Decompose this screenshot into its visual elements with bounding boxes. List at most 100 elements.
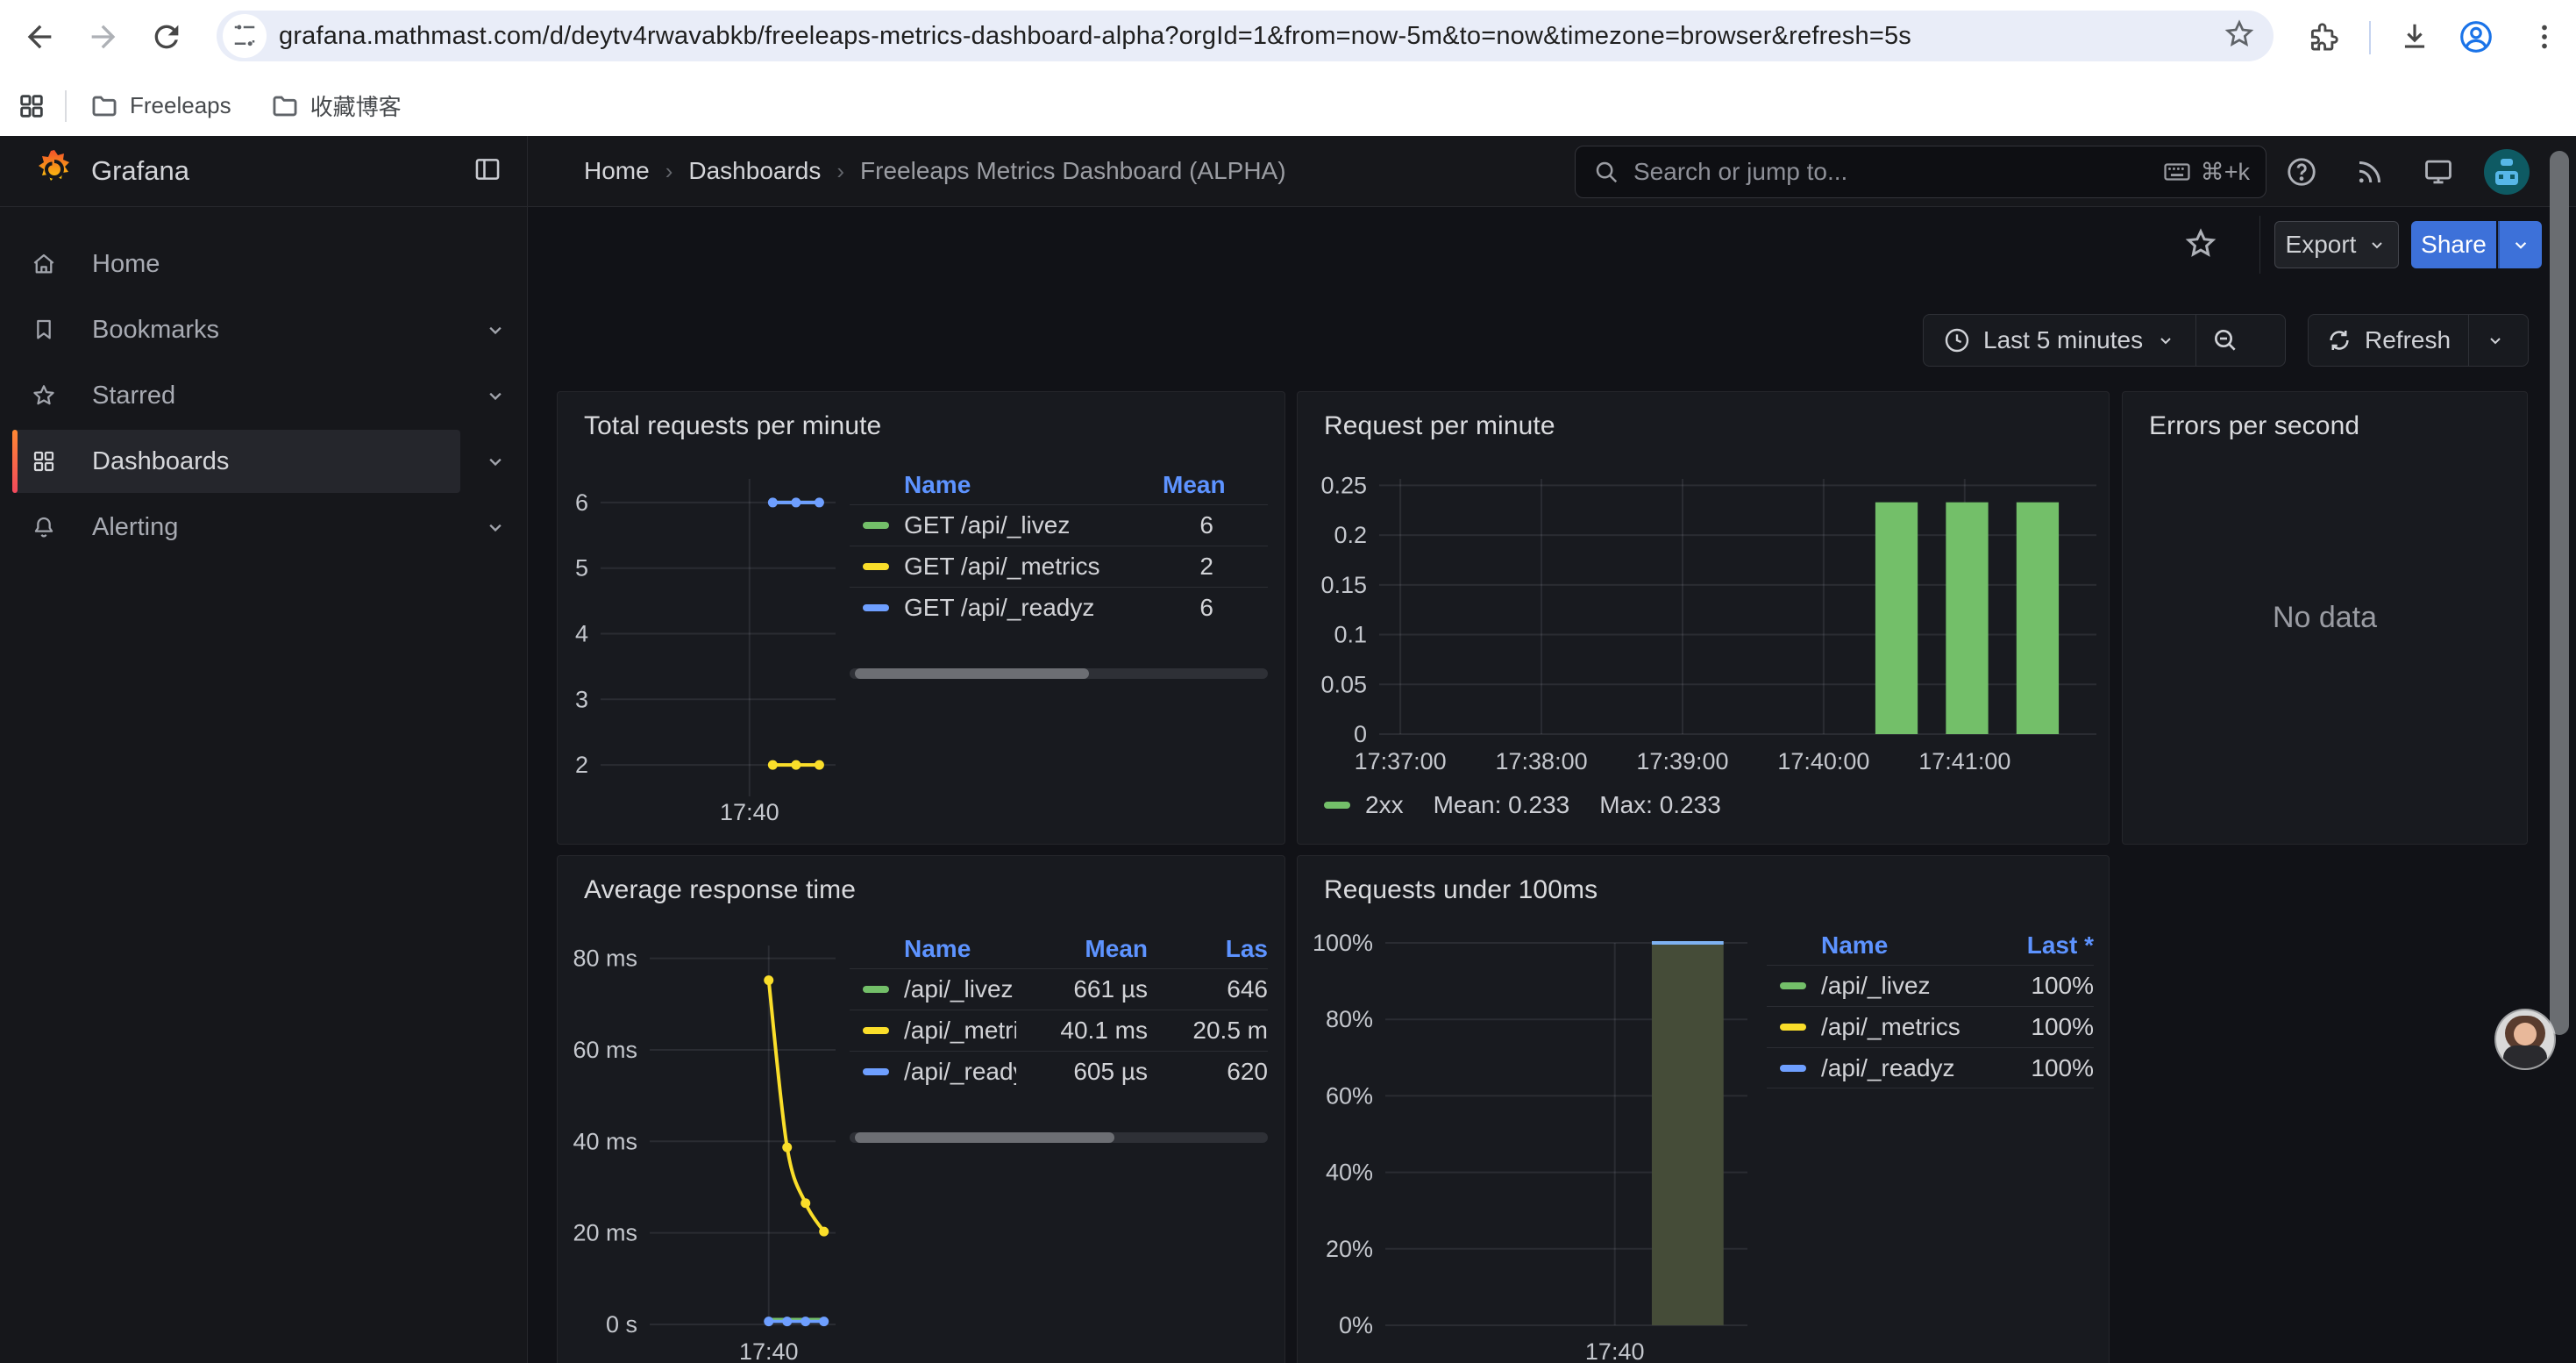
sidebar-collapse-icon[interactable] [473,154,502,189]
floating-avatar[interactable] [2496,1010,2554,1068]
time-range-picker[interactable]: Last 5 minutes [1924,315,2195,366]
chevron-down-icon[interactable] [483,449,508,474]
keyboard-icon [2164,163,2190,181]
panel-total-requests[interactable]: Total requests per minute 2 3 4 5 6 17:40 Nam… [557,391,1285,845]
breadcrumb-separator: › [665,157,673,184]
profile-icon[interactable] [2455,16,2497,58]
monitor-icon[interactable] [2415,148,2462,196]
back-icon[interactable] [18,16,60,58]
svg-text:17:40:00: 17:40:00 [1777,748,1869,774]
series-value: 100% [2031,972,2094,999]
refresh-button[interactable]: Refresh [2309,315,2468,366]
export-button[interactable]: Export [2274,221,2399,268]
sidebar-nav: Home Bookmarks Starred Dashboards Alerting [0,207,528,1363]
sidebar-item-bookmarks[interactable]: Bookmarks [0,298,527,361]
bell-icon [34,517,53,538]
address-bar[interactable]: grafana.mathmast.com/d/deytv4rwavabkb/fr… [217,11,2274,61]
legend-scrollbar[interactable] [850,1132,1268,1143]
sidebar-item-home[interactable]: Home [0,232,527,296]
sidebar-item-alerting[interactable]: Alerting [0,496,527,559]
share-menu-button[interactable] [2498,221,2542,268]
panel-avg-response-time[interactable]: Average response time 0 s 20 ms 40 ms 60 ms… [557,855,1285,1363]
series-name: /api/_readyz [904,1058,1016,1085]
series-value: 6 [1199,594,1213,621]
rss-icon[interactable] [2346,148,2394,196]
grid-icon [33,451,54,472]
sidebar-item-dashboards[interactable]: Dashboards [0,430,527,493]
bookmark-folder-blogs[interactable]: 收藏博客 [270,89,402,122]
legend-row[interactable]: /api/_readyz 100% [1767,1047,2094,1088]
bookmark-folder-freeleaps[interactable]: Freeleaps [89,91,231,121]
legend-row[interactable]: /api/_metrics 100% [1767,1006,2094,1047]
search-input[interactable]: Search or jump to... ⌘+k [1575,146,2266,198]
svg-text:17:40: 17:40 [1585,1338,1645,1363]
url-text[interactable]: grafana.mathmast.com/d/deytv4rwavabkb/fr… [279,21,1911,50]
chevron-down-icon[interactable] [483,318,508,342]
grafana-logo[interactable] [33,148,75,195]
legend-row[interactable]: /api/_metrics 40.1 ms 20.5 m [850,1010,1268,1051]
user-avatar[interactable] [2483,148,2530,196]
legend-request-per-minute[interactable]: 2xx Mean: 0.233 Max: 0.233 [1324,791,1721,819]
series-swatch [863,1027,889,1034]
panel-request-per-minute[interactable]: Request per minute 0 0.05 0.1 0.15 0.2 0.25 17… [1297,391,2110,845]
series-value: 620 [1227,1058,1268,1085]
legend-row[interactable]: /api/_livez 100% [1767,965,2094,1006]
panel-under-100ms[interactable]: Requests under 100ms 0% 20% 40% 60% 80% 100% 1… [1297,855,2110,1363]
legend-row[interactable]: /api/_readyz 605 µs 620 [850,1051,1268,1092]
legend-col[interactable]: Las [1225,935,1268,962]
legend-under-100ms[interactable]: Name Last * /api/_livez 100% /api/_metrics 10… [1767,926,2094,1088]
legend-row[interactable]: GET /api/_metrics 2 [850,546,1268,587]
series-value: 100% [2031,1053,2094,1081]
series-value: 40.1 ms [1060,1017,1148,1044]
legend-row[interactable]: /api/_livez 661 µs 646 [850,968,1268,1010]
page-scrollbar[interactable] [2550,151,2569,1035]
refresh-interval-button[interactable] [2469,315,2522,366]
svg-text:17:39:00: 17:39:00 [1636,748,1728,774]
chevron-down-icon[interactable] [483,383,508,408]
apps-grid-icon[interactable] [11,85,53,127]
legend-col-name[interactable]: Name [904,935,971,962]
legend-col-name[interactable]: Name [904,471,971,498]
toolbar-divider [2259,216,2260,274]
series-swatch [863,986,889,993]
legend-col[interactable]: Mean [1163,471,1226,498]
legend-row[interactable]: GET /api/_livez 6 [850,504,1268,546]
svg-text:60%: 60% [1326,1082,1373,1109]
breadcrumb-item[interactable]: Home [584,157,650,184]
legend-row[interactable]: GET /api/_readyz 6 [850,587,1268,628]
svg-text:0.05: 0.05 [1320,671,1367,697]
legend-col-name[interactable]: Name [1821,931,1889,959]
panel-title: Request per minute [1324,411,1555,440]
help-icon[interactable] [2278,148,2325,196]
forward-icon[interactable] [82,16,125,58]
grafana-app: Grafana Home › Dashboards › Freeleaps Metric… [0,136,2576,1363]
share-button[interactable]: Share [2411,221,2496,268]
svg-text:20%: 20% [1326,1236,1373,1262]
browser-menu-icon[interactable] [2523,16,2565,58]
svg-text:4: 4 [575,621,588,647]
svg-text:2: 2 [575,752,588,778]
svg-text:0.1: 0.1 [1334,622,1367,648]
chevron-down-icon[interactable] [483,515,508,539]
bookmark-star-icon[interactable] [2223,18,2256,55]
legend-col[interactable]: Mean [1085,935,1148,962]
reload-icon[interactable] [146,16,188,58]
svg-text:40 ms: 40 ms [573,1128,637,1154]
legend-col[interactable]: Last * [2026,931,2094,959]
sidebar-item-starred[interactable]: Starred [0,364,527,427]
favorite-star-icon[interactable] [2183,226,2218,261]
refresh-group: Refresh [2308,314,2529,367]
site-settings-icon[interactable] [223,14,267,58]
legend-scrollbar[interactable] [850,668,1268,679]
chart-avg-response-time: 0 s 20 ms 40 ms 60 ms 80 ms 17:40 [558,856,1284,1363]
zoom-out-button[interactable] [2196,315,2254,366]
extensions-icon[interactable] [2301,16,2343,58]
panel-errors-per-second[interactable]: Errors per second No data [2122,391,2528,845]
brand-area: Grafana [0,136,528,206]
legend-total-requests[interactable]: Name Mean GET /api/_livez 6 GET /api/_metric… [850,466,1268,679]
download-icon[interactable] [2394,16,2436,58]
avatar-body [2503,1045,2547,1068]
legend-avg-response-time[interactable]: Name Mean Las/api/_livez 661 µs 646/api/_met… [850,930,1268,1143]
refresh-icon [2330,331,2349,350]
breadcrumb-item[interactable]: Dashboards [688,157,822,184]
